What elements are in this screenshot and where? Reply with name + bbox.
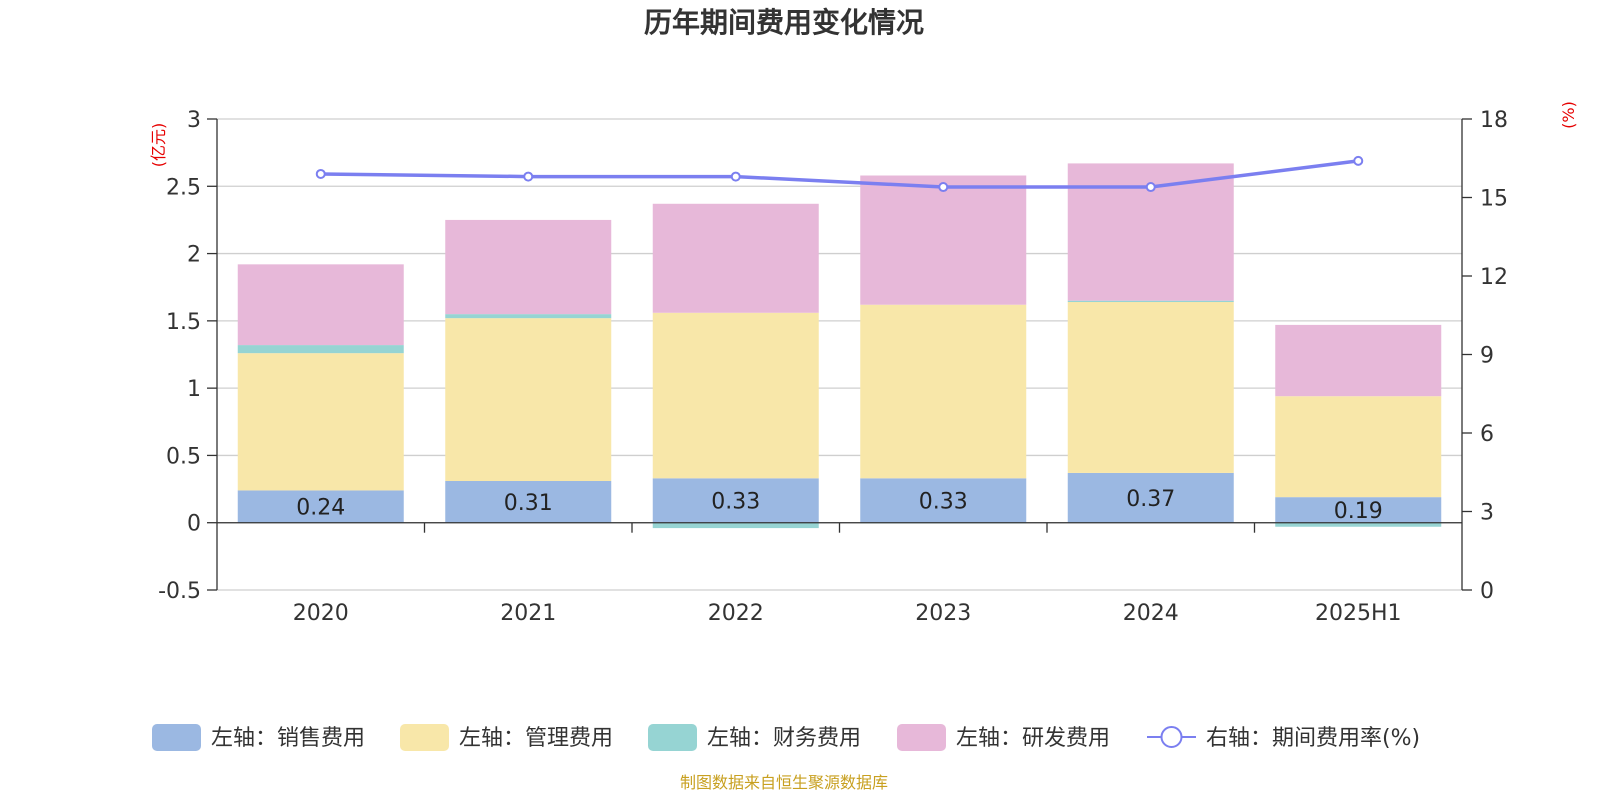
legend-label: 左轴：管理费用	[459, 726, 613, 751]
legend-label: 右轴：期间费用率(%)	[1206, 726, 1420, 751]
rate-line	[320, 159, 1359, 189]
legend-label: 左轴：研发费用	[956, 726, 1110, 751]
bar-segment	[237, 353, 404, 491]
rate-point	[1145, 182, 1156, 193]
left-axis-unit: (亿元)	[149, 123, 168, 168]
rate-point	[315, 168, 326, 179]
rate-point	[1353, 155, 1364, 166]
right-axis-tick-label: 3	[1480, 501, 1494, 526]
bar-segment	[1275, 497, 1442, 523]
legend-label: 左轴：销售费用	[211, 726, 365, 751]
legend-swatch	[400, 724, 449, 751]
bar-segment	[652, 203, 819, 313]
bar-segment	[1275, 324, 1442, 397]
left-axis-tick-label: 2.5	[166, 175, 201, 200]
bar-value-label: 0.31	[504, 491, 553, 516]
bar-value-label: 0.24	[296, 496, 345, 521]
right-axis-unit: (%)	[1559, 101, 1578, 129]
bar-value-label: 0.19	[1334, 499, 1383, 524]
bar-segment	[1275, 396, 1442, 498]
bar-segment	[1067, 302, 1234, 473]
rate-point	[938, 182, 949, 193]
category-tick-label: 2021	[500, 601, 556, 626]
bar-segment	[652, 522, 819, 529]
left-axis-tick-label: 2	[187, 243, 201, 268]
label-layer: 0.24 0.31 0.33 0.33 0.37 0.19	[296, 487, 1382, 524]
left-axis-tick-label: 1.5	[166, 310, 201, 335]
bar-segment	[1275, 522, 1442, 527]
right-axis-tick-label: 18	[1480, 108, 1508, 133]
bar-value-label: 0.33	[919, 490, 968, 515]
legend-swatch	[152, 724, 201, 751]
left-axis-tick-label: 0.5	[166, 444, 201, 469]
right-axis-tick-label: 0	[1480, 579, 1494, 604]
bar-segment	[445, 219, 612, 315]
data-source-note: 制图数据来自恒生聚源数据库	[680, 773, 888, 792]
bar-layer	[237, 163, 1442, 529]
bar-segment	[237, 264, 404, 346]
category-tick-label: 2024	[1123, 601, 1179, 626]
legend: 左轴：销售费用 左轴：管理费用 左轴：财务费用 左轴：研发费用 右轴：期间费用率(%)	[152, 724, 1420, 751]
bar-segment	[860, 478, 1027, 523]
right-axis-tick-label: 9	[1480, 344, 1494, 369]
right-axis-tick-label: 6	[1480, 422, 1494, 447]
left-axis-tick-label: 1	[187, 377, 201, 402]
line-layer	[315, 155, 1364, 193]
bar-segment	[237, 345, 404, 354]
left-axis-tick-label: 3	[187, 108, 201, 133]
bar-segment	[445, 314, 612, 319]
bar-segment	[1067, 472, 1234, 523]
legend-swatch	[897, 724, 946, 751]
category-tick-label: 2023	[915, 601, 971, 626]
legend-swatch	[648, 724, 697, 751]
bar-segment	[652, 478, 819, 523]
bar-segment	[237, 490, 404, 523]
bar-segment	[860, 175, 1027, 305]
bar-segment	[445, 318, 612, 481]
left-axis-tick-label: -0.5	[158, 579, 201, 604]
bar-segment	[652, 312, 819, 479]
rate-point	[523, 171, 534, 182]
right-axis-tick-label: 12	[1480, 265, 1508, 290]
chart-title: 历年期间费用变化情况	[644, 6, 924, 39]
right-axis-tick-label: 15	[1480, 187, 1508, 212]
rate-point	[730, 171, 741, 182]
left-axis-tick-label: 0	[187, 512, 201, 537]
bar-value-label: 0.33	[711, 490, 760, 515]
bar-segment	[1067, 300, 1234, 303]
legend-marker-icon	[1160, 726, 1183, 748]
category-tick-label: 2022	[708, 601, 764, 626]
bar-value-label: 0.37	[1126, 487, 1175, 512]
axis-layer: 3 2.5 2 1.5 1 0.5 0 -0.5 18 15 12 9 6 3 0 2020 2021 2022 2…	[158, 108, 1508, 626]
bar-segment	[445, 480, 612, 523]
legend-label: 左轴：财务费用	[707, 726, 861, 751]
category-tick-label: 2020	[293, 601, 349, 626]
category-tick-label: 2025H1	[1315, 601, 1402, 626]
bar-segment	[860, 304, 1027, 479]
